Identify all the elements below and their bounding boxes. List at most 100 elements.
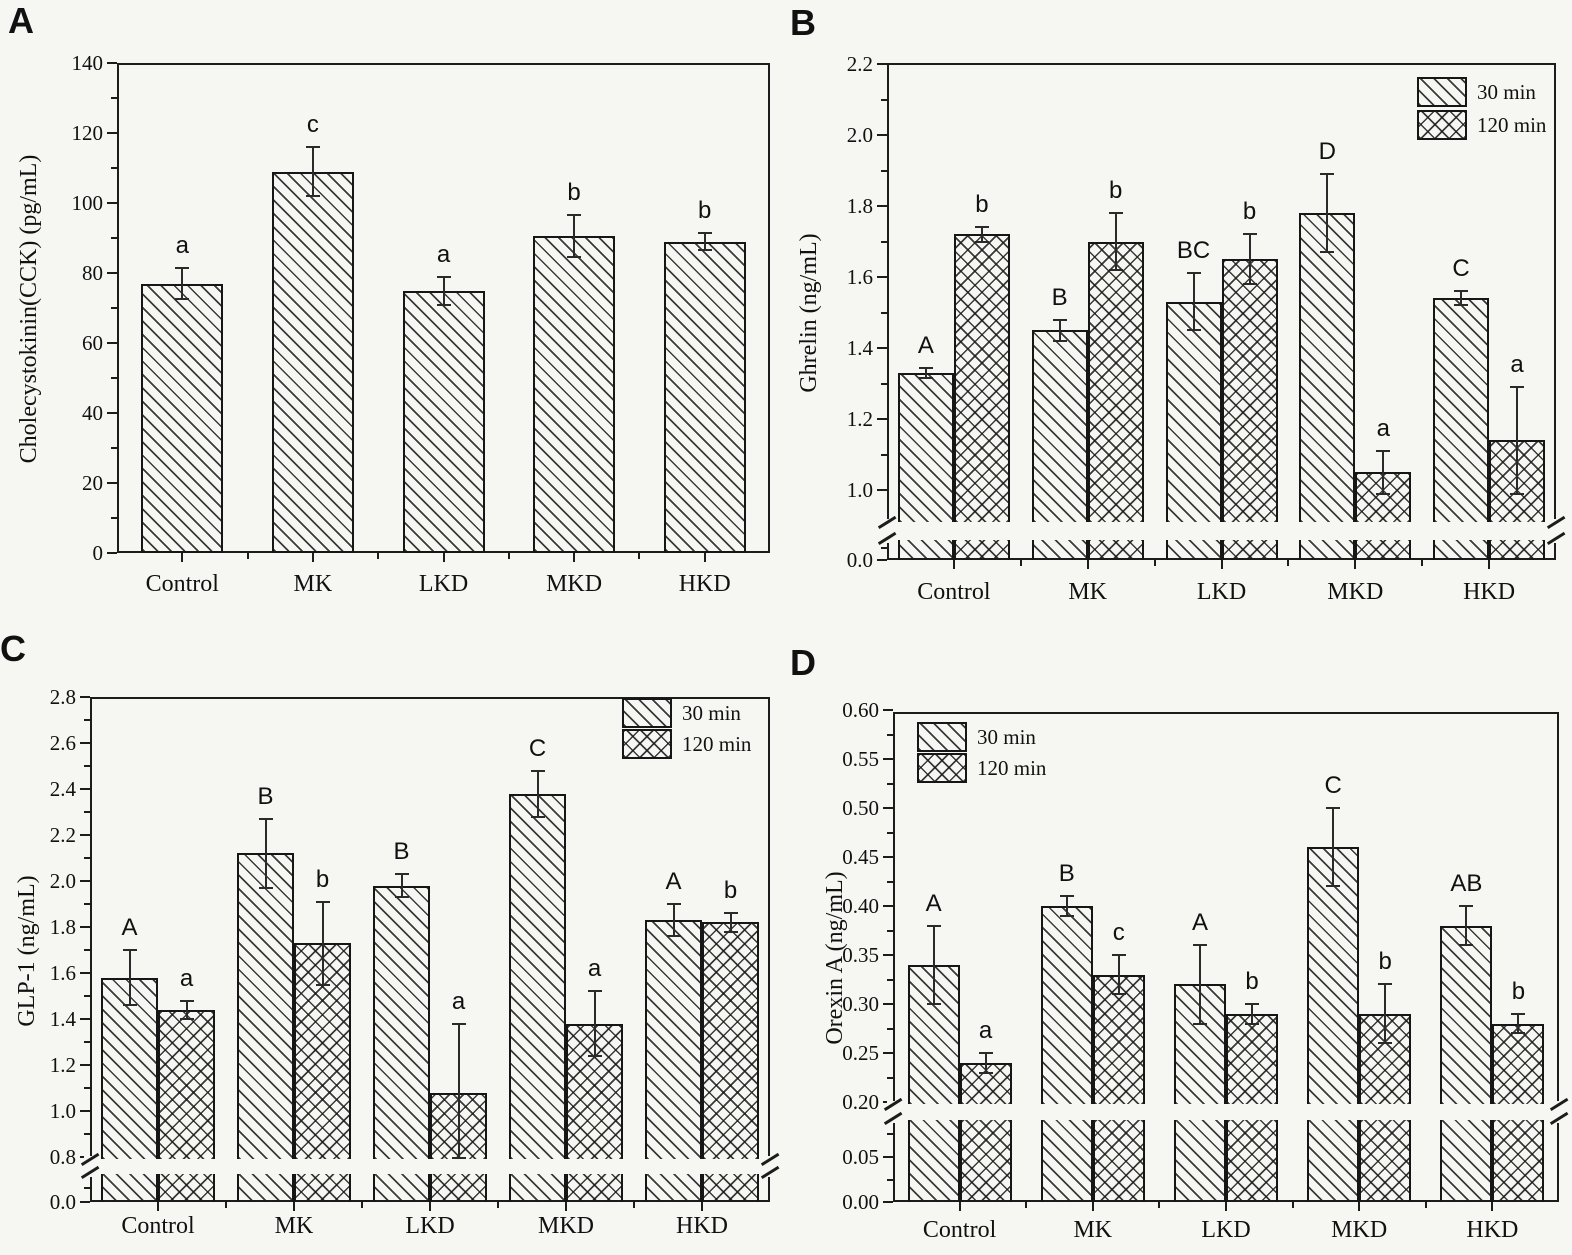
y-tick bbox=[80, 834, 90, 836]
error-bar bbox=[1332, 808, 1335, 887]
y-tick bbox=[877, 205, 887, 207]
legend-swatch bbox=[1417, 77, 1467, 107]
y-minor-tick bbox=[887, 1179, 893, 1181]
error-bar-cap bbox=[1378, 1042, 1393, 1045]
x-minor-tick bbox=[638, 553, 641, 559]
y-tick-label: 40 bbox=[82, 401, 103, 425]
significance-letter: b bbox=[567, 179, 581, 207]
axis-break-band bbox=[92, 1159, 768, 1174]
x-tick bbox=[181, 553, 184, 562]
significance-letter: a bbox=[978, 1017, 993, 1044]
error-bar-cap bbox=[926, 1003, 941, 1005]
x-tick bbox=[311, 553, 314, 562]
error-bar bbox=[593, 991, 596, 1056]
error-bar-cap bbox=[436, 275, 451, 278]
y-tick-label: 2.8 bbox=[49, 685, 76, 709]
y-minor-tick bbox=[887, 978, 893, 981]
significance-letter: a bbox=[175, 231, 189, 259]
error-bar bbox=[1065, 896, 1068, 916]
error-bar bbox=[980, 227, 983, 242]
error-bar-cap bbox=[1242, 233, 1257, 236]
bar-stub bbox=[1492, 1120, 1545, 1202]
y-tick-label: 60 bbox=[82, 331, 103, 355]
x-tick bbox=[1225, 1202, 1227, 1211]
significance-letter: b bbox=[1242, 198, 1257, 226]
y-minor-tick bbox=[84, 949, 90, 951]
y-minor-tick bbox=[111, 377, 117, 379]
y-minor-tick bbox=[887, 831, 893, 834]
y-minor-tick bbox=[111, 307, 117, 309]
y-tick-label: 1.8 bbox=[49, 915, 76, 939]
error-bar-cap bbox=[1376, 449, 1391, 452]
y-tick-label: 1.4 bbox=[49, 1007, 76, 1031]
error-bar-cap bbox=[1245, 1022, 1259, 1025]
error-bar bbox=[1192, 273, 1195, 331]
bar-stub bbox=[101, 1174, 158, 1202]
error-bar-cap bbox=[1186, 272, 1201, 275]
y-tick-label: 100 bbox=[71, 191, 104, 215]
significance-letter: b bbox=[315, 865, 330, 893]
legend-label: 30 min bbox=[977, 725, 1036, 749]
significance-letter: A bbox=[1191, 909, 1208, 937]
y-tick-label: 1.2 bbox=[846, 407, 873, 431]
category-label: MK bbox=[293, 571, 333, 597]
y-minor-tick bbox=[84, 1087, 90, 1089]
error-bar bbox=[1384, 984, 1387, 1044]
bar bbox=[1165, 301, 1222, 522]
bar bbox=[1307, 847, 1360, 1104]
significance-letter: c bbox=[306, 111, 319, 138]
error-bar bbox=[984, 1053, 987, 1073]
y-tick-label: 0.25 bbox=[842, 1041, 879, 1065]
significance-letter: b bbox=[698, 196, 712, 224]
x-minor-tick bbox=[361, 1202, 363, 1208]
error-bar-cap bbox=[1459, 905, 1474, 907]
y-tick bbox=[107, 412, 117, 414]
bar bbox=[1299, 213, 1356, 522]
x-minor-tick bbox=[225, 1202, 227, 1208]
panel-tag-D: D bbox=[790, 642, 816, 683]
error-bar bbox=[703, 232, 706, 251]
x-tick bbox=[293, 1202, 295, 1211]
error-bar-cap bbox=[1245, 1003, 1259, 1005]
y-minor-tick bbox=[881, 98, 887, 101]
bar-stub bbox=[959, 1120, 1012, 1202]
significance-letter: B bbox=[257, 782, 274, 810]
y-tick-label: 0.00 bbox=[842, 1190, 879, 1214]
significance-letter: A bbox=[925, 889, 942, 917]
panel-tag-B: B bbox=[790, 2, 816, 43]
error-bar-cap bbox=[567, 256, 582, 259]
y-tick bbox=[80, 972, 90, 974]
legend-swatch bbox=[917, 753, 967, 783]
bar bbox=[1040, 906, 1093, 1104]
error-bar-cap bbox=[1052, 318, 1067, 321]
error-bar-cap bbox=[122, 1004, 137, 1007]
legend-label: 120 min bbox=[977, 756, 1047, 780]
y-minor-tick bbox=[887, 1133, 893, 1135]
x-tick bbox=[573, 553, 576, 562]
error-bar-cap bbox=[697, 231, 712, 234]
y-tick bbox=[107, 342, 117, 344]
y-minor-tick bbox=[887, 1076, 893, 1079]
error-bar-cap bbox=[1378, 983, 1393, 986]
axis-break-band bbox=[895, 1104, 1557, 1120]
error-bar-cap bbox=[1454, 290, 1469, 293]
category-label: MKD bbox=[537, 1213, 594, 1239]
bar-stub bbox=[237, 1174, 294, 1202]
y-tick-label: 2.2 bbox=[846, 52, 873, 76]
error-bar bbox=[1251, 1004, 1253, 1024]
error-bar-cap bbox=[1193, 1022, 1207, 1025]
bar bbox=[1433, 298, 1490, 522]
category-label: Control bbox=[145, 571, 219, 597]
bar-stub bbox=[1433, 540, 1490, 560]
error-bar-cap bbox=[394, 873, 409, 876]
legend-swatch bbox=[1417, 110, 1467, 140]
bar-stub bbox=[1307, 1120, 1360, 1202]
category-label: MK bbox=[1068, 579, 1108, 605]
y-tick-label: 0.60 bbox=[842, 698, 879, 722]
x-tick bbox=[1491, 1202, 1494, 1211]
error-bar bbox=[729, 913, 732, 932]
y-tick-label: 0.0 bbox=[846, 548, 873, 572]
error-bar-cap bbox=[436, 303, 451, 306]
legend-label: 120 min bbox=[1477, 113, 1547, 137]
y-minor-tick bbox=[881, 547, 887, 549]
